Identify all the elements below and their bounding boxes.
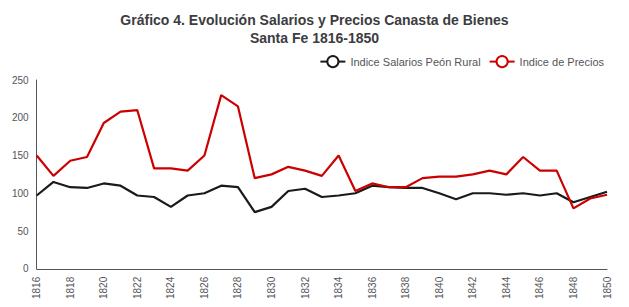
svg-text:1820: 1820 [98, 276, 109, 299]
svg-text:1840: 1840 [434, 276, 445, 299]
svg-text:150: 150 [12, 150, 29, 161]
svg-text:1824: 1824 [165, 276, 176, 299]
svg-text:1826: 1826 [199, 276, 210, 299]
svg-text:Santa Fe 1816-1850: Santa Fe 1816-1850 [250, 30, 379, 46]
svg-text:1846: 1846 [534, 276, 545, 299]
svg-text:1816: 1816 [31, 276, 42, 299]
svg-text:Indice de Precios: Indice de Precios [520, 56, 605, 68]
svg-text:1848: 1848 [568, 276, 579, 299]
svg-text:0: 0 [23, 263, 29, 274]
svg-text:Gráfico 4. Evolución Salarios: Gráfico 4. Evolución Salarios y Precios … [120, 12, 508, 28]
svg-text:50: 50 [18, 226, 30, 237]
svg-text:250: 250 [12, 75, 29, 86]
svg-text:1850: 1850 [602, 276, 613, 299]
svg-text:1834: 1834 [333, 276, 344, 299]
svg-text:Indice Salarios Peón Rural: Indice Salarios Peón Rural [350, 56, 480, 68]
svg-text:1836: 1836 [367, 276, 378, 299]
svg-text:100: 100 [12, 188, 29, 199]
svg-text:1832: 1832 [300, 276, 311, 299]
svg-text:1838: 1838 [400, 276, 411, 299]
svg-text:1828: 1828 [232, 276, 243, 299]
svg-text:1844: 1844 [501, 276, 512, 299]
svg-text:1818: 1818 [65, 276, 76, 299]
svg-text:200: 200 [12, 112, 29, 123]
svg-text:1830: 1830 [266, 276, 277, 299]
svg-text:1822: 1822 [132, 276, 143, 299]
svg-text:1842: 1842 [467, 276, 478, 299]
